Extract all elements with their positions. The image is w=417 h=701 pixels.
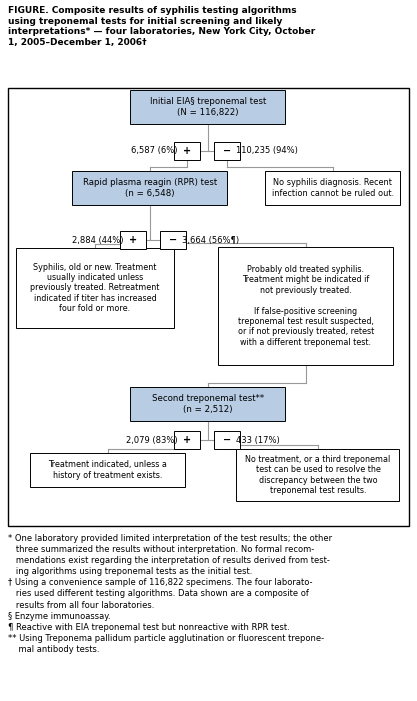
Text: Rapid plasma reagin (RPR) test
(n = 6,548): Rapid plasma reagin (RPR) test (n = 6,54…: [83, 178, 217, 198]
Bar: [266, 171, 400, 205]
Bar: [174, 142, 200, 160]
Text: 2,079 (83%): 2,079 (83%): [126, 435, 178, 444]
Bar: [214, 431, 240, 449]
Bar: [174, 431, 200, 449]
Text: Treatment indicated, unless a
history of treatment exists.: Treatment indicated, unless a history of…: [48, 461, 168, 479]
Text: Syphilis, old or new. Treatment
usually indicated unless
previously treated. Ret: Syphilis, old or new. Treatment usually …: [30, 263, 160, 313]
Text: FIGURE. Composite results of syphilis testing algorithms
using treponemal tests : FIGURE. Composite results of syphilis te…: [8, 6, 315, 47]
Bar: [30, 453, 186, 487]
Text: 3,664 (56%¶): 3,664 (56%¶): [182, 236, 239, 245]
Bar: [8, 88, 409, 526]
Text: −: −: [223, 435, 231, 445]
Text: −: −: [223, 146, 231, 156]
Bar: [73, 171, 228, 205]
Text: 2,884 (44%): 2,884 (44%): [73, 236, 124, 245]
Text: 6,587 (6%): 6,587 (6%): [131, 147, 178, 156]
Bar: [16, 248, 174, 328]
Text: 110,235 (94%): 110,235 (94%): [236, 147, 298, 156]
Text: −: −: [169, 235, 177, 245]
Text: +: +: [183, 146, 191, 156]
Bar: [120, 231, 146, 249]
Text: No treatment, or a third treponemal
test can be used to resolve the
discrepancy : No treatment, or a third treponemal test…: [245, 455, 391, 495]
Bar: [236, 449, 399, 501]
Text: +: +: [129, 235, 137, 245]
Bar: [219, 247, 394, 365]
Bar: [160, 231, 186, 249]
Text: * One laboratory provided limited interpretation of the test results; the other
: * One laboratory provided limited interp…: [8, 534, 332, 654]
Text: +: +: [183, 435, 191, 445]
Text: No syphilis diagnosis. Recent
infection cannot be ruled out.: No syphilis diagnosis. Recent infection …: [272, 178, 394, 198]
Bar: [131, 387, 286, 421]
Bar: [214, 142, 240, 160]
Text: Second treponemal test**
(n = 2,512): Second treponemal test** (n = 2,512): [152, 394, 264, 414]
Bar: [131, 90, 286, 124]
Text: Initial EIA§ treponemal test
(N = 116,822): Initial EIA§ treponemal test (N = 116,82…: [150, 97, 266, 116]
Text: 433 (17%): 433 (17%): [236, 435, 280, 444]
Text: Probably old treated syphilis.
Treatment might be indicated if
not previously tr: Probably old treated syphilis. Treatment…: [238, 265, 374, 347]
